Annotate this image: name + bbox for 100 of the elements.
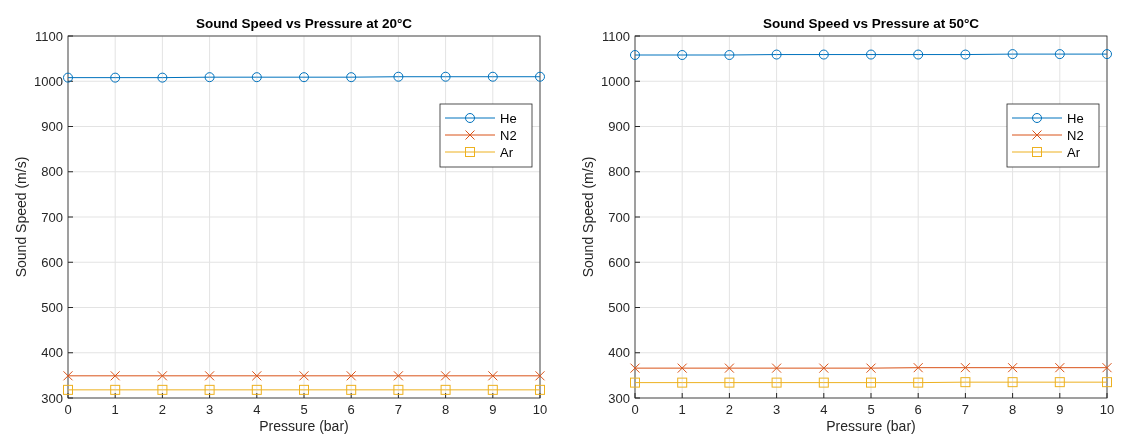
point bbox=[110, 370, 121, 381]
y-tick-label: 400 bbox=[608, 345, 630, 361]
x-tick-label: 10 bbox=[532, 402, 548, 417]
point bbox=[251, 370, 262, 381]
point bbox=[63, 370, 73, 381]
x-axis-title: Pressure (bar) bbox=[826, 418, 916, 434]
point bbox=[630, 50, 640, 61]
y-tick-label: 700 bbox=[608, 209, 630, 225]
point bbox=[630, 363, 640, 374]
point bbox=[866, 377, 876, 388]
point bbox=[1054, 362, 1065, 373]
point bbox=[960, 362, 971, 373]
point bbox=[251, 384, 262, 395]
y-tick-label: 700 bbox=[41, 209, 63, 225]
point bbox=[960, 377, 971, 388]
y-tick-label: 300 bbox=[608, 390, 630, 406]
y-tick-label: 500 bbox=[41, 300, 63, 315]
point bbox=[535, 370, 545, 381]
x-tick-label: 5 bbox=[300, 402, 308, 417]
y-tick-label: 1000 bbox=[601, 73, 630, 89]
point bbox=[487, 370, 498, 381]
point bbox=[771, 377, 782, 388]
point bbox=[346, 370, 357, 381]
y-tick-label: 800 bbox=[41, 164, 63, 180]
point bbox=[1007, 362, 1018, 373]
x-tick-label: 1 bbox=[111, 402, 119, 417]
y-tick-label: 600 bbox=[608, 254, 630, 270]
x-tick-label: 6 bbox=[914, 402, 922, 417]
legend-label: He bbox=[1067, 110, 1084, 126]
y-tick-label: 400 bbox=[41, 345, 63, 361]
x-tick-label: 4 bbox=[253, 402, 261, 417]
y-tick-label: 1100 bbox=[35, 28, 63, 44]
y-tick-label: 800 bbox=[608, 164, 630, 180]
point bbox=[1007, 377, 1018, 388]
point bbox=[440, 370, 451, 381]
point bbox=[1007, 49, 1018, 60]
point bbox=[913, 362, 924, 373]
point bbox=[110, 384, 121, 395]
x-tick-label: 9 bbox=[1056, 402, 1064, 417]
point bbox=[677, 50, 688, 61]
x-tick-label: 4 bbox=[820, 402, 828, 417]
x-tick-label: 8 bbox=[441, 402, 450, 417]
chart-title: Sound Speed vs Pressure at 20°C bbox=[195, 16, 413, 31]
x-tick-label: 2 bbox=[725, 402, 734, 417]
point bbox=[1054, 377, 1065, 388]
point bbox=[393, 71, 404, 82]
point bbox=[251, 72, 262, 83]
point bbox=[818, 377, 829, 388]
point bbox=[630, 377, 640, 388]
point bbox=[63, 72, 73, 83]
legend-label: He bbox=[500, 110, 517, 126]
point bbox=[157, 384, 168, 395]
point bbox=[535, 71, 545, 82]
legend-label: N2 bbox=[1067, 127, 1084, 143]
y-tick-label: 500 bbox=[608, 300, 630, 315]
point bbox=[157, 72, 168, 83]
point bbox=[1054, 49, 1065, 60]
legend-label: Ar bbox=[500, 144, 514, 160]
point bbox=[724, 363, 735, 374]
point bbox=[866, 49, 876, 60]
x-axis-title: Pressure (bar) bbox=[259, 418, 349, 434]
point bbox=[299, 72, 309, 83]
y-axis-title: Sound Speed (m/s) bbox=[580, 156, 596, 278]
point bbox=[724, 377, 735, 388]
y-tick-label: 1100 bbox=[602, 28, 630, 44]
point bbox=[204, 384, 215, 395]
point bbox=[204, 72, 215, 83]
point bbox=[63, 384, 73, 395]
point bbox=[960, 49, 971, 60]
point bbox=[866, 363, 876, 374]
y-tick-label: 300 bbox=[41, 390, 63, 406]
point bbox=[487, 384, 498, 395]
point bbox=[440, 384, 451, 395]
y-tick-label: 1000 bbox=[34, 73, 63, 89]
x-tick-label: 6 bbox=[347, 402, 355, 417]
point bbox=[677, 363, 688, 374]
y-tick-label: 900 bbox=[41, 119, 63, 134]
y-tick-label: 900 bbox=[608, 119, 630, 134]
point bbox=[1102, 377, 1112, 388]
point bbox=[299, 384, 309, 395]
x-tick-label: 7 bbox=[961, 402, 970, 417]
legend-label: N2 bbox=[500, 127, 517, 143]
point bbox=[724, 50, 735, 61]
point bbox=[771, 49, 782, 60]
y-tick-label: 600 bbox=[41, 254, 63, 270]
x-tick-label: 5 bbox=[867, 402, 875, 417]
point bbox=[346, 384, 357, 395]
point bbox=[535, 384, 545, 395]
point bbox=[110, 72, 121, 83]
point bbox=[204, 370, 215, 381]
point bbox=[913, 377, 924, 388]
x-tick-label: 0 bbox=[631, 402, 639, 417]
point bbox=[818, 363, 829, 374]
x-tick-label: 3 bbox=[205, 402, 214, 417]
legend-label: Ar bbox=[1067, 144, 1081, 160]
x-tick-label: 7 bbox=[394, 402, 403, 417]
x-tick-label: 3 bbox=[772, 402, 781, 417]
chart-title: Sound Speed vs Pressure at 50°C bbox=[762, 16, 980, 31]
x-tick-label: 2 bbox=[158, 402, 167, 417]
point bbox=[771, 363, 782, 374]
